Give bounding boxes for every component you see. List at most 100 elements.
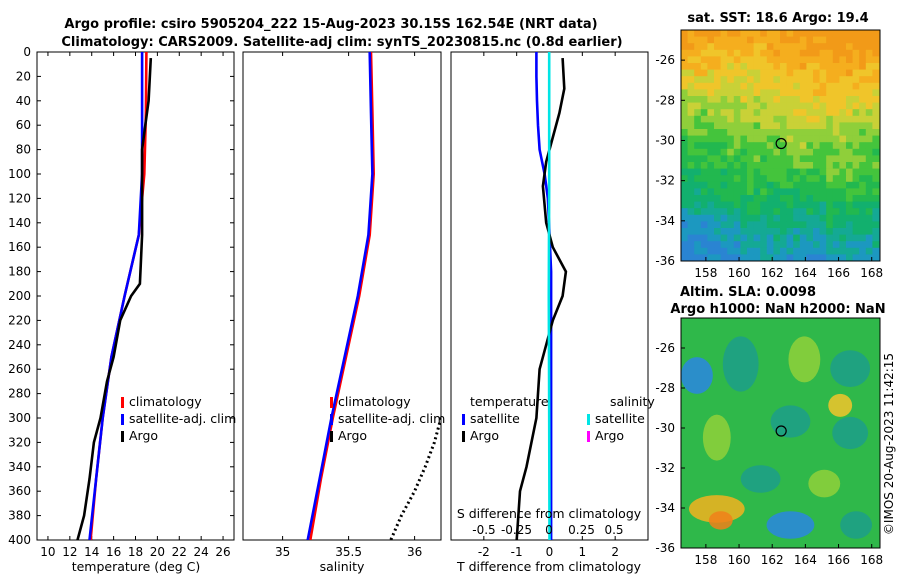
sst-cell [786, 135, 794, 143]
sst-cell [786, 30, 794, 37]
sst-cell [799, 115, 807, 123]
sst-cell [793, 122, 801, 130]
sst-cell [747, 43, 754, 51]
sst-cell [687, 142, 695, 150]
sst-cell [793, 43, 801, 51]
sst-cell [766, 43, 774, 51]
sst-cell [832, 155, 840, 163]
sst-cell [846, 56, 853, 64]
sst-cell [694, 228, 702, 235]
x-tick-label: 16 [106, 545, 121, 559]
sst-cell [687, 102, 695, 110]
sla-feature [832, 416, 869, 450]
sst-cell [859, 43, 867, 51]
sst-cell [813, 148, 820, 156]
sst-cell [700, 181, 708, 189]
map-x-tick-label: 166 [827, 553, 850, 567]
sst-cell [753, 208, 761, 216]
sst-cell [839, 142, 847, 150]
sst-cell [826, 43, 834, 51]
sst-cell [707, 175, 715, 183]
sst-cell [846, 89, 853, 97]
sst-cell [707, 214, 715, 222]
y-tick-label: 380 [8, 509, 31, 523]
sst-cell [760, 188, 768, 196]
sst-cell [753, 181, 761, 189]
sst-cell [865, 96, 873, 103]
sst-cell [826, 102, 834, 110]
sst-cell [813, 56, 820, 64]
sst-cell [806, 168, 814, 176]
sst-cell [819, 115, 827, 123]
sst-cell [865, 49, 873, 57]
sst-cell [786, 228, 794, 235]
series-line-argo [389, 417, 441, 540]
sst-cell [859, 129, 867, 136]
map-x-tick-label: 168 [860, 553, 883, 567]
sst-cell [773, 228, 781, 235]
sst-cell [760, 82, 768, 90]
sst-cell [826, 234, 834, 242]
sst-cell [747, 168, 754, 176]
sst-cell [753, 129, 761, 136]
sst-cell [852, 30, 860, 37]
sst-cell [707, 247, 715, 255]
sst-cell [872, 241, 880, 249]
sst-cell [806, 135, 814, 143]
sst-cell [859, 201, 867, 209]
sst-cell [720, 89, 728, 97]
sst-cell [859, 254, 867, 262]
sst-cell [720, 36, 728, 44]
sst-cell [687, 221, 695, 229]
map-y-tick-label: -34 [655, 501, 675, 515]
sst-cell [681, 49, 688, 57]
sst-cell [714, 96, 721, 103]
sst-cell [799, 241, 807, 249]
sst-map: sat. SST: 18.6 Argo: 19.4 158 160 162 164 16… [655, 11, 883, 280]
sst-cell [773, 109, 781, 117]
sst-cell [793, 162, 801, 169]
sst-cell [826, 254, 834, 262]
sst-cell [753, 122, 761, 130]
sst-cell [687, 148, 695, 156]
map-x-tick-label: 164 [794, 553, 817, 567]
sla-feature [740, 465, 781, 493]
sst-cell [793, 234, 801, 242]
map-y-tick-label: -26 [655, 341, 675, 355]
sst-cell [733, 142, 741, 150]
sst-cell [806, 69, 814, 77]
sst-cell [813, 155, 820, 163]
sst-cell [714, 188, 721, 196]
sst-cell [707, 155, 715, 163]
sst-cell [793, 36, 801, 44]
sst-cell [786, 89, 794, 97]
sst-cell [832, 43, 840, 51]
sst-cell [694, 115, 702, 123]
sst-cell [865, 69, 873, 77]
sst-cell [786, 214, 794, 222]
sst-cell [852, 188, 860, 196]
sst-cell [846, 109, 853, 117]
sst-cell [753, 254, 761, 262]
series-line-argo [76, 58, 153, 540]
sst-cell [846, 188, 853, 196]
sst-cell [872, 89, 880, 97]
legend-label-satellite: satellite-adj. clim [338, 411, 445, 426]
sst-cell [740, 89, 748, 97]
sst-cell [727, 82, 735, 90]
sst-cell [839, 63, 847, 70]
sst-cell [819, 89, 827, 97]
sst-cell [780, 195, 787, 202]
sst-cell [780, 241, 787, 249]
sst-cell [766, 129, 774, 136]
sst-cell [707, 82, 715, 90]
sst-cell [859, 241, 867, 249]
sst-cell [681, 228, 688, 235]
sst-cell [872, 234, 880, 242]
sla-map: Altim. SLA: 0.0098 Argo h1000: NaN h2000… [655, 285, 885, 567]
sst-cell [733, 36, 741, 44]
sla-feature [681, 357, 713, 394]
sst-cell [839, 49, 847, 57]
sst-cell [766, 109, 774, 117]
sst-cell [832, 188, 840, 196]
